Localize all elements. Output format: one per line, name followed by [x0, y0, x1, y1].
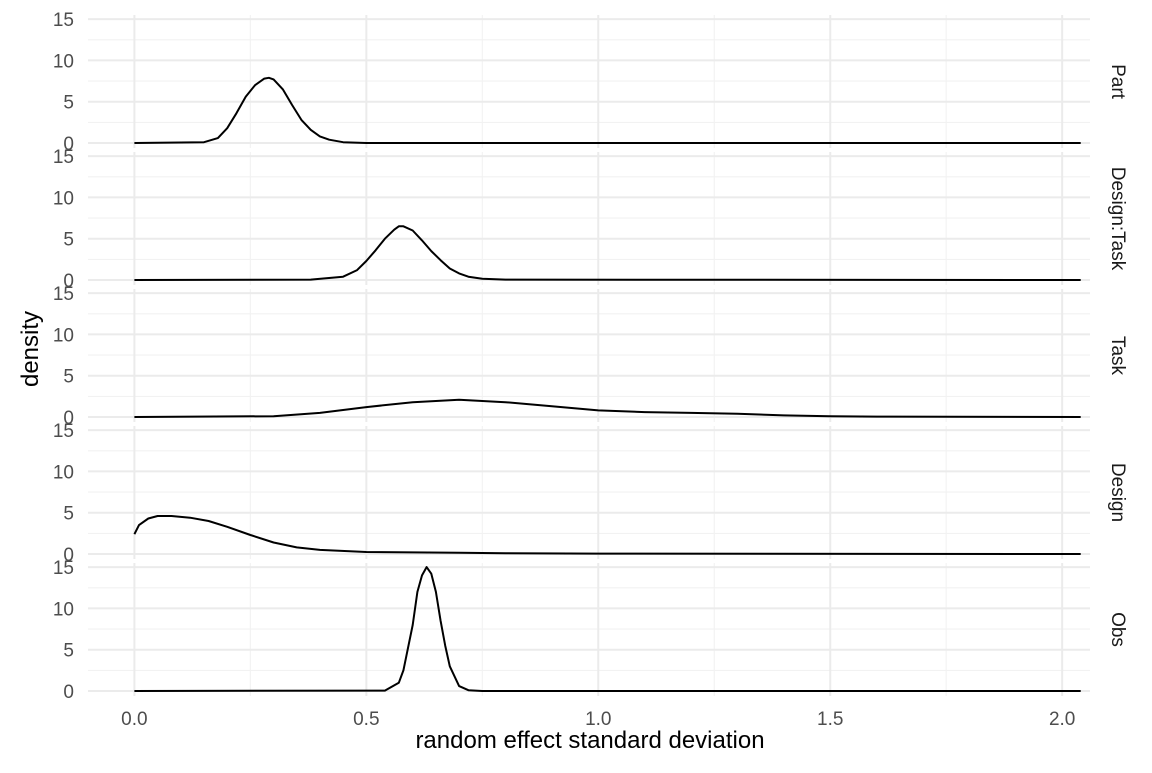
x-tick-label: 0.5 — [353, 709, 379, 730]
y-tick-label: 0 — [63, 271, 74, 292]
y-tick-label: 5 — [63, 367, 74, 388]
y-tick-label: 10 — [53, 51, 74, 72]
facet-strip-label: Obs — [1107, 612, 1128, 647]
facet-panel-design-task: 0 5 10 15 Design:Task — [53, 147, 1128, 292]
facet-strip-label: Part — [1107, 64, 1128, 100]
y-tick-label: 15 — [53, 421, 74, 442]
facet-strip-label: Design — [1107, 463, 1128, 522]
y-tick-label: 10 — [53, 462, 74, 483]
y-tick-label: 10 — [53, 325, 74, 346]
x-axis: 0.0 0.5 1.0 1.5 2.0 — [121, 709, 1075, 730]
y-tick-label: 15 — [53, 284, 74, 305]
y-tick-label: 5 — [63, 93, 74, 114]
x-tick-label: 0.0 — [121, 709, 147, 730]
facet-panel-obs: 0 5 10 15 Obs — [53, 558, 1128, 703]
y-tick-label: 5 — [63, 641, 74, 662]
y-tick-label: 5 — [63, 504, 74, 525]
facet-panel-part: 0 5 10 15 Part — [53, 10, 1128, 155]
series-line-design — [133, 515, 1081, 555]
y-tick-label: 15 — [53, 10, 74, 31]
x-tick-label: 2.0 — [1049, 709, 1075, 730]
y-tick-label: 0 — [63, 408, 74, 429]
y-axis-title: density — [17, 311, 44, 387]
series-line-task — [134, 398, 1081, 418]
y-tick-label: 0 — [63, 682, 74, 703]
y-tick-label: 15 — [53, 147, 74, 168]
facet-panel-design: 0 5 10 15 Design — [53, 421, 1128, 566]
y-tick-label: 0 — [63, 545, 74, 566]
facet-strip-label: Design:Task — [1107, 167, 1128, 271]
y-tick-label: 15 — [53, 558, 74, 579]
x-tick-label: 1.0 — [585, 709, 611, 730]
y-tick-label: 10 — [53, 599, 74, 620]
series-line-part — [134, 76, 1081, 144]
facet-panels: 0 5 10 15 Part 0 5 10 15 Design:Task 0 5 10 15 Task 0 5 1… — [53, 10, 1128, 703]
series-line-obs — [134, 566, 1081, 692]
x-tick-label: 1.5 — [817, 709, 843, 730]
y-tick-label: 5 — [63, 230, 74, 251]
facet-panel-task: 0 5 10 15 Task — [53, 284, 1128, 429]
series-line-design-task — [134, 225, 1081, 281]
facet-strip-label: Task — [1107, 336, 1128, 376]
y-tick-label: 0 — [63, 134, 74, 155]
x-axis-title: random effect standard deviation — [415, 727, 764, 754]
y-tick-label: 10 — [53, 188, 74, 209]
